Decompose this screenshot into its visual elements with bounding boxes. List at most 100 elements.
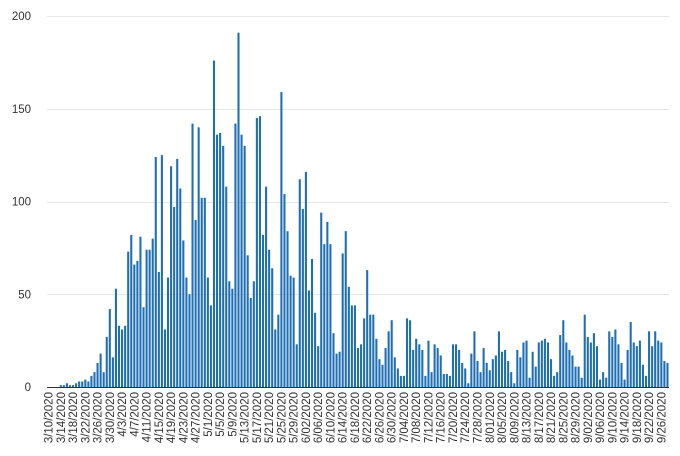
bar — [494, 355, 497, 387]
x-tick-label: 3/10/2020 — [44, 392, 56, 443]
bar — [341, 253, 344, 387]
bar — [504, 349, 507, 387]
x-tick-label: 6/02/2020 — [301, 392, 313, 443]
x-tick-label: 7/12/2020 — [423, 392, 435, 443]
x-tick-label: 4/3/2020 — [117, 392, 129, 437]
bar — [90, 375, 93, 387]
bar — [216, 134, 219, 387]
x-tick-label: 6/06/2020 — [313, 392, 325, 443]
bar — [559, 335, 562, 387]
x-tick-label: 7/04/2020 — [399, 392, 411, 443]
bar — [121, 329, 124, 387]
bar — [473, 331, 476, 387]
bar — [298, 179, 301, 387]
bar — [188, 294, 191, 387]
bar — [347, 286, 350, 387]
bar — [99, 353, 102, 387]
bar — [166, 277, 170, 387]
x-tick-label: 5/13/2020 — [240, 392, 252, 443]
x-tick-label: 9/26/2020 — [656, 392, 668, 443]
bar — [163, 329, 166, 387]
bar — [455, 344, 458, 387]
bar — [258, 116, 261, 388]
bar — [488, 370, 491, 387]
bar — [206, 277, 209, 387]
bar — [274, 329, 277, 387]
bar — [360, 344, 363, 387]
x-tick-label: 7/20/2020 — [448, 392, 460, 443]
bar — [528, 377, 531, 387]
bar — [638, 340, 641, 388]
bar — [81, 381, 84, 387]
bar — [525, 340, 528, 388]
bar — [222, 145, 225, 387]
bar — [464, 368, 467, 387]
bar — [350, 305, 353, 387]
bar — [78, 381, 81, 387]
bar — [185, 277, 188, 387]
bar — [130, 234, 133, 387]
bar — [599, 379, 602, 387]
bar — [68, 385, 72, 387]
bar — [519, 357, 522, 387]
bar — [485, 362, 488, 387]
bar — [418, 344, 421, 387]
bar — [301, 208, 304, 387]
bar — [252, 281, 255, 387]
bar — [84, 379, 87, 387]
bar — [148, 249, 151, 387]
bar — [93, 372, 96, 387]
bar — [304, 171, 307, 387]
bar — [219, 132, 222, 387]
bar — [479, 372, 482, 387]
bar — [323, 244, 326, 387]
bar — [433, 344, 436, 387]
x-tick-label: 5/21/2020 — [264, 392, 276, 443]
bar — [577, 366, 580, 387]
bar — [531, 351, 534, 387]
x-tick-label: 3/30/2020 — [105, 392, 117, 443]
bar — [556, 372, 559, 387]
bar — [663, 361, 666, 387]
bar — [430, 372, 433, 387]
bar — [497, 331, 500, 387]
bar — [384, 348, 387, 387]
bar — [522, 342, 525, 387]
x-tick-label: 5/9/2020 — [227, 392, 239, 437]
bar — [62, 385, 65, 387]
bar — [154, 156, 157, 387]
bar — [295, 344, 298, 387]
bar — [283, 194, 286, 387]
bar — [381, 364, 384, 387]
bar — [277, 314, 280, 387]
bar — [124, 325, 127, 387]
x-axis: 3/10/2020 3/14/2020 3/18/2020 3/22/2020 3/26… — [44, 392, 669, 443]
bar — [173, 207, 176, 387]
x-tick-label: 9/06/2020 — [595, 392, 607, 443]
bar — [157, 271, 160, 387]
bar — [451, 344, 455, 387]
bar — [611, 336, 614, 387]
bar — [543, 338, 546, 387]
bar — [289, 275, 292, 387]
bar — [209, 305, 212, 387]
y-tick-label: 0 — [25, 382, 31, 394]
bar — [139, 236, 142, 387]
x-tick-label: 6/14/2020 — [338, 392, 350, 443]
bar — [534, 366, 537, 387]
bar — [292, 277, 295, 387]
x-tick-label: 8/25/2020 — [558, 392, 570, 443]
bar — [127, 251, 130, 387]
bar — [605, 377, 608, 387]
bar — [314, 312, 317, 387]
x-tick-label: 4/27/2020 — [191, 392, 203, 443]
bar — [182, 240, 185, 387]
x-tick-label: 8/21/2020 — [546, 392, 558, 443]
x-tick-label: 3/18/2020 — [68, 392, 80, 443]
y-tick-label: 50 — [18, 289, 31, 301]
bar — [96, 362, 99, 387]
bar — [405, 318, 409, 387]
bar — [623, 379, 626, 387]
x-tick-label: 6/26/2020 — [374, 392, 386, 443]
